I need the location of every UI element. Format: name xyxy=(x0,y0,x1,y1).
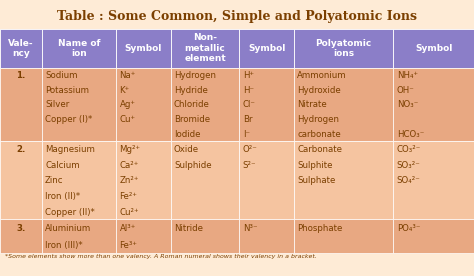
Bar xyxy=(116,29,171,68)
Text: SO₄²⁻: SO₄²⁻ xyxy=(397,176,420,185)
Bar xyxy=(171,29,239,68)
Bar xyxy=(239,219,294,253)
Text: Ca²⁺: Ca²⁺ xyxy=(119,161,139,170)
Text: Silver: Silver xyxy=(45,100,69,109)
Text: SO₃²⁻: SO₃²⁻ xyxy=(397,161,420,170)
Bar xyxy=(116,68,171,141)
Bar xyxy=(393,141,474,219)
Text: Sulphide: Sulphide xyxy=(174,161,211,170)
Text: Cl⁻: Cl⁻ xyxy=(243,100,255,109)
Text: Symbol: Symbol xyxy=(415,44,452,53)
Bar xyxy=(42,68,116,141)
Text: Symbol: Symbol xyxy=(125,44,162,53)
Bar xyxy=(116,141,171,219)
Text: OH⁻: OH⁻ xyxy=(397,86,414,95)
Bar xyxy=(42,219,116,253)
Text: O²⁻: O²⁻ xyxy=(243,145,257,154)
Bar xyxy=(294,29,393,68)
Text: CO₃²⁻: CO₃²⁻ xyxy=(397,145,421,154)
Bar xyxy=(0,29,42,68)
Bar xyxy=(0,68,42,141)
Text: Fe²⁺: Fe²⁺ xyxy=(119,192,137,201)
Text: Hydroxide: Hydroxide xyxy=(297,86,341,95)
Text: Chloride: Chloride xyxy=(174,100,210,109)
Text: Iron (II)*: Iron (II)* xyxy=(45,192,80,201)
Bar xyxy=(171,68,239,141)
Text: Zinc: Zinc xyxy=(45,176,64,185)
Text: Polyatomic
ions: Polyatomic ions xyxy=(316,39,372,58)
Bar xyxy=(393,68,474,141)
Text: Ammonium: Ammonium xyxy=(297,71,347,80)
Text: Phosphate: Phosphate xyxy=(297,224,343,233)
Bar xyxy=(116,219,171,253)
Bar xyxy=(0,141,42,219)
Text: Carbonate: Carbonate xyxy=(297,145,342,154)
Bar xyxy=(393,219,474,253)
Text: H⁺: H⁺ xyxy=(243,71,254,80)
Text: Fe³⁺: Fe³⁺ xyxy=(119,241,137,250)
Text: Ag⁺: Ag⁺ xyxy=(119,100,136,109)
Text: N³⁻: N³⁻ xyxy=(243,224,257,233)
Text: Sulphite: Sulphite xyxy=(297,161,333,170)
Bar xyxy=(294,219,393,253)
Text: H⁻: H⁻ xyxy=(243,86,254,95)
Text: K⁺: K⁺ xyxy=(119,86,130,95)
Text: Bromide: Bromide xyxy=(174,115,210,124)
Text: Name of
ion: Name of ion xyxy=(58,39,100,58)
Text: NO₃⁻: NO₃⁻ xyxy=(397,100,418,109)
Text: Br: Br xyxy=(243,115,252,124)
Text: Non-
metallic
element: Non- metallic element xyxy=(184,33,226,63)
Text: Nitride: Nitride xyxy=(174,224,203,233)
Text: *Some elements show more than one valency. A Roman numeral shows their valency i: *Some elements show more than one valenc… xyxy=(5,254,317,259)
Text: Al³⁺: Al³⁺ xyxy=(119,224,136,233)
Text: Aluminium: Aluminium xyxy=(45,224,91,233)
Text: Cu²⁺: Cu²⁺ xyxy=(119,208,139,217)
Bar xyxy=(171,141,239,219)
Text: I⁻: I⁻ xyxy=(243,130,250,139)
Text: Oxide: Oxide xyxy=(174,145,199,154)
Bar xyxy=(239,141,294,219)
Text: Cu⁺: Cu⁺ xyxy=(119,115,136,124)
Text: 3.: 3. xyxy=(16,224,26,233)
Text: Iodide: Iodide xyxy=(174,130,201,139)
Text: carbonate: carbonate xyxy=(297,130,341,139)
Text: Copper (I)*: Copper (I)* xyxy=(45,115,92,124)
Text: 1.: 1. xyxy=(16,71,26,80)
Text: HCO₃⁻: HCO₃⁻ xyxy=(397,130,424,139)
Bar xyxy=(239,29,294,68)
Text: Zn²⁺: Zn²⁺ xyxy=(119,176,139,185)
Text: Nitrate: Nitrate xyxy=(297,100,327,109)
Text: PO₄³⁻: PO₄³⁻ xyxy=(397,224,420,233)
Text: Calcium: Calcium xyxy=(45,161,80,170)
Text: Na⁺: Na⁺ xyxy=(119,71,136,80)
Text: Sulphate: Sulphate xyxy=(297,176,336,185)
Bar xyxy=(171,219,239,253)
Text: S²⁻: S²⁻ xyxy=(243,161,256,170)
Text: Magnesium: Magnesium xyxy=(45,145,95,154)
Text: 2.: 2. xyxy=(16,145,26,154)
Text: Potassium: Potassium xyxy=(45,86,89,95)
Text: Vale-
ncy: Vale- ncy xyxy=(8,39,34,58)
Text: Iron (III)*: Iron (III)* xyxy=(45,241,82,250)
Bar xyxy=(294,68,393,141)
Bar xyxy=(294,141,393,219)
Text: Copper (II)*: Copper (II)* xyxy=(45,208,95,217)
Text: Mg²⁺: Mg²⁺ xyxy=(119,145,141,154)
Bar xyxy=(239,68,294,141)
Text: Hydrogen: Hydrogen xyxy=(297,115,339,124)
Text: Table : Some Common, Simple and Polyatomic Ions: Table : Some Common, Simple and Polyatom… xyxy=(57,10,417,23)
Bar xyxy=(393,29,474,68)
Bar xyxy=(42,29,116,68)
Text: Symbol: Symbol xyxy=(248,44,285,53)
Bar xyxy=(42,141,116,219)
Text: NH₄⁺: NH₄⁺ xyxy=(397,71,418,80)
Text: Hydrogen: Hydrogen xyxy=(174,71,216,80)
Text: Sodium: Sodium xyxy=(45,71,78,80)
Bar xyxy=(0,219,42,253)
Text: Hydride: Hydride xyxy=(174,86,208,95)
